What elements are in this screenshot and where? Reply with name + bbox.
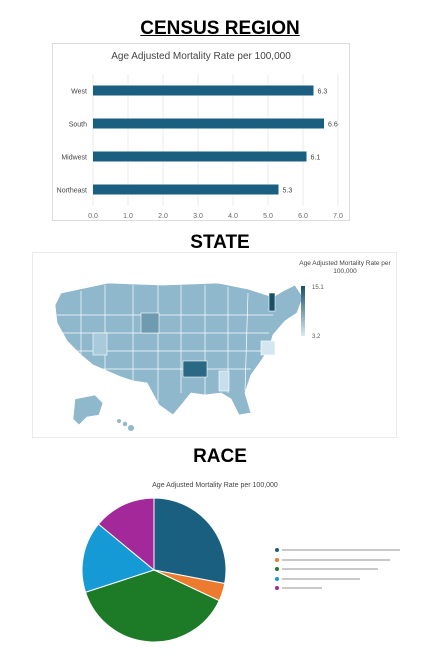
colorbar-min: 3.2 [312, 334, 321, 340]
pie-legend-item [275, 586, 322, 590]
pie-legend-item [275, 576, 360, 581]
x-tick-label: 0.0 [88, 213, 98, 220]
pie-slice-4 [81, 523, 156, 593]
pie-legend-item [275, 567, 378, 571]
us-mainland-shape [54, 282, 304, 416]
colorbar-max: 15.1 [312, 285, 324, 291]
colorbar [301, 286, 305, 336]
legend-swatch [275, 548, 279, 552]
pie-legend-item [275, 548, 400, 552]
hawaii-shape [117, 419, 134, 431]
oklahoma-shape [182, 360, 208, 378]
pie-slice-3 [84, 569, 220, 643]
legend-text-placeholder [282, 568, 378, 570]
region-bar-chart: Age Adjusted Mortality Rate per 100,000 … [52, 43, 350, 221]
census-region-heading: CENSUS REGION [140, 18, 300, 39]
x-tick-label: 6.0 [298, 213, 308, 220]
bar-south [93, 118, 324, 129]
bar-chart-plot: 0.0 1.0 2.0 3.0 4.0 5.0 6.0 7.0 West 6.3 South 6.6 M… [57, 74, 343, 220]
pie-legend-item [275, 557, 390, 562]
race-pie-chart [81, 497, 227, 643]
legend-text-placeholder [282, 549, 400, 551]
legend-text-placeholder [282, 587, 322, 589]
nevada-shape [92, 332, 108, 356]
x-tick-label: 2.0 [158, 213, 168, 220]
x-tick-label: 5.0 [263, 213, 273, 220]
category-label: Northeast [57, 188, 87, 195]
category-label: Midwest [61, 155, 87, 162]
state-heading: STATE [190, 232, 250, 253]
alabama-shape [218, 370, 230, 392]
us-map: 15.1 3.2 [54, 282, 324, 431]
pie-slice-1 [153, 497, 227, 585]
bar-west [93, 85, 314, 96]
alaska-shape [72, 394, 104, 426]
bar-midwest [93, 151, 307, 162]
bar-northeast [93, 184, 279, 195]
vermont-shape [268, 292, 276, 312]
bar-value-label: 5.3 [283, 188, 293, 195]
virginia-shape [260, 340, 276, 356]
legend-swatch [275, 557, 279, 562]
pie-chart-title: Age Adjusted Mortality Rate per 100,000 [152, 482, 278, 489]
category-label: South [69, 122, 87, 129]
category-label: West [71, 89, 87, 96]
bar-value-label: 6.6 [328, 122, 338, 129]
colorado-shape [140, 312, 160, 334]
legend-text-placeholder [282, 577, 360, 580]
bar-value-label: 6.1 [311, 155, 321, 162]
x-tick-label: 4.0 [228, 213, 238, 220]
legend-swatch [275, 576, 279, 581]
pie-slice-5 [97, 497, 155, 572]
state-map-chart: Age Adjusted Mortality Rate per 100,000 [32, 252, 397, 438]
x-tick-label: 1.0 [123, 213, 133, 220]
x-tick-label: 7.0 [333, 213, 343, 220]
bar-value-label: 6.3 [318, 89, 328, 96]
race-heading: RACE [193, 446, 247, 467]
legend-text-placeholder [282, 558, 390, 561]
x-tick-label: 3.0 [193, 213, 203, 220]
map-legend-title: Age Adjusted Mortality Rate per 100,000 [299, 260, 391, 275]
legend-swatch [275, 586, 279, 590]
bar-chart-title: Age Adjusted Mortality Rate per 100,000 [111, 51, 291, 62]
legend-swatch [275, 567, 279, 571]
